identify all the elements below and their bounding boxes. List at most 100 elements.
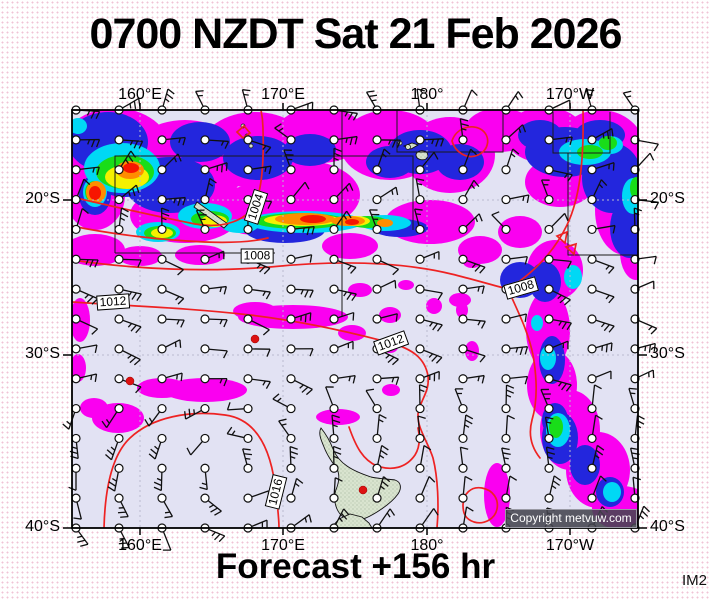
station-circle [587,254,597,264]
isobar [555,230,569,245]
wind-barb-tick [86,296,94,303]
station-circle [329,314,339,324]
wind-barb-tick [243,453,253,456]
wind-barb-tick [417,415,426,420]
wind-barb-tick [179,339,182,348]
wind-barb-tick [120,212,129,218]
wind-barb-tick [129,356,137,364]
wind-barb-tick [332,424,338,428]
wind-barb-tick [352,113,359,121]
wind-barb-tick [265,291,271,300]
station-circle [544,135,554,145]
wind-barb-tick [395,187,399,196]
wind-barb-tick [84,294,89,299]
wind-barb-tick [262,291,266,297]
station-circle [243,463,253,473]
wind-barb-tick [395,376,400,385]
isobar [462,486,499,524]
wind-barb-tick [91,328,99,335]
wind-barb-tick [545,416,554,420]
station-circle [501,403,511,414]
wind-barb-tick [558,320,563,326]
map-frame [71,109,639,529]
wind-barb-tick [62,423,70,430]
station-circle [286,374,296,384]
station-circle [372,165,382,175]
wind-barb-tick [262,380,266,386]
wind-barb-tick [131,292,138,300]
station-circle [243,284,253,294]
station-circle [286,433,296,444]
wind-barb-tick [352,375,356,384]
wind-barb-tick [153,486,162,492]
station-circle [286,493,296,503]
station-circle [243,165,253,175]
wind-barb-tick [226,402,231,411]
chart-title: 0700 NZDT Sat 21 Feb 2026 [89,10,623,58]
wind-barb-tick [294,482,300,487]
station-circle [372,254,382,264]
station-circle [329,254,339,264]
axis-label-right-1: 30°S [650,345,685,362]
station-circle [157,135,167,145]
wind-barb-tick [517,91,524,99]
wind-barb-tick [388,139,392,145]
wind-barb-tick [605,294,610,300]
wind-barb-tick [137,259,142,268]
wind-barb-tick [506,394,512,398]
station-circle [458,433,468,444]
wind-barb-tick [96,166,100,176]
isobar [72,225,269,244]
wind-barb-tick [654,201,660,210]
wind-barb-tick [564,213,569,221]
copyright-badge: Copyright metvuw.com [505,509,637,528]
wind-barb-tick [105,418,110,424]
landmass [193,201,229,229]
wind-barb-tick [120,515,129,518]
wind-barb-tick [415,213,421,216]
wind-barb-tick [133,140,139,149]
wind-barb-tick [391,377,395,383]
wind-barb-tick [587,93,593,96]
wind-barb-tick [365,388,375,392]
isobar-label-1012-2: 1012 [96,293,130,311]
wind-barb-tick [242,89,251,92]
wind-barb-tick [600,322,606,328]
wind-barb-tick [120,217,126,221]
wind-barb-tick [477,376,480,382]
wind-barb-tick [632,476,641,481]
wind-barb-tick [608,325,615,333]
wind-barb-tick [80,543,89,547]
wind-barb-tick [223,319,228,328]
wind-barb-tick [481,375,485,384]
station-circle [587,165,597,175]
station-circle [243,433,253,444]
wind-barb-tick [546,451,556,455]
isobar-label-1008-1: 1008 [240,248,274,264]
station-circle [501,344,511,354]
wind-barb-tick [611,128,614,137]
region-box [567,153,638,256]
station-circle [243,344,253,354]
wind-barb-tick [281,423,287,426]
wind-barb-tick [304,517,308,523]
station-circle [415,254,425,264]
wind-barb-tick [178,137,181,143]
wind-barb-tick [221,164,223,173]
wind-barb-tick [108,481,116,487]
wind-barb-tick [352,312,355,321]
station-circle [286,194,296,205]
station-circle [501,194,511,205]
station-circle [415,433,425,444]
wind-barb-tick [561,383,567,391]
station-circle [329,403,339,414]
wind-barb-tick [470,184,476,190]
wind-barb-tick [333,157,339,161]
station-circle [544,284,554,294]
station-circle [458,165,468,175]
station-circle [114,344,124,354]
wind-barb-tick [340,512,348,520]
wind-barb-tick [432,323,438,331]
wind-barb-tick [263,267,271,275]
